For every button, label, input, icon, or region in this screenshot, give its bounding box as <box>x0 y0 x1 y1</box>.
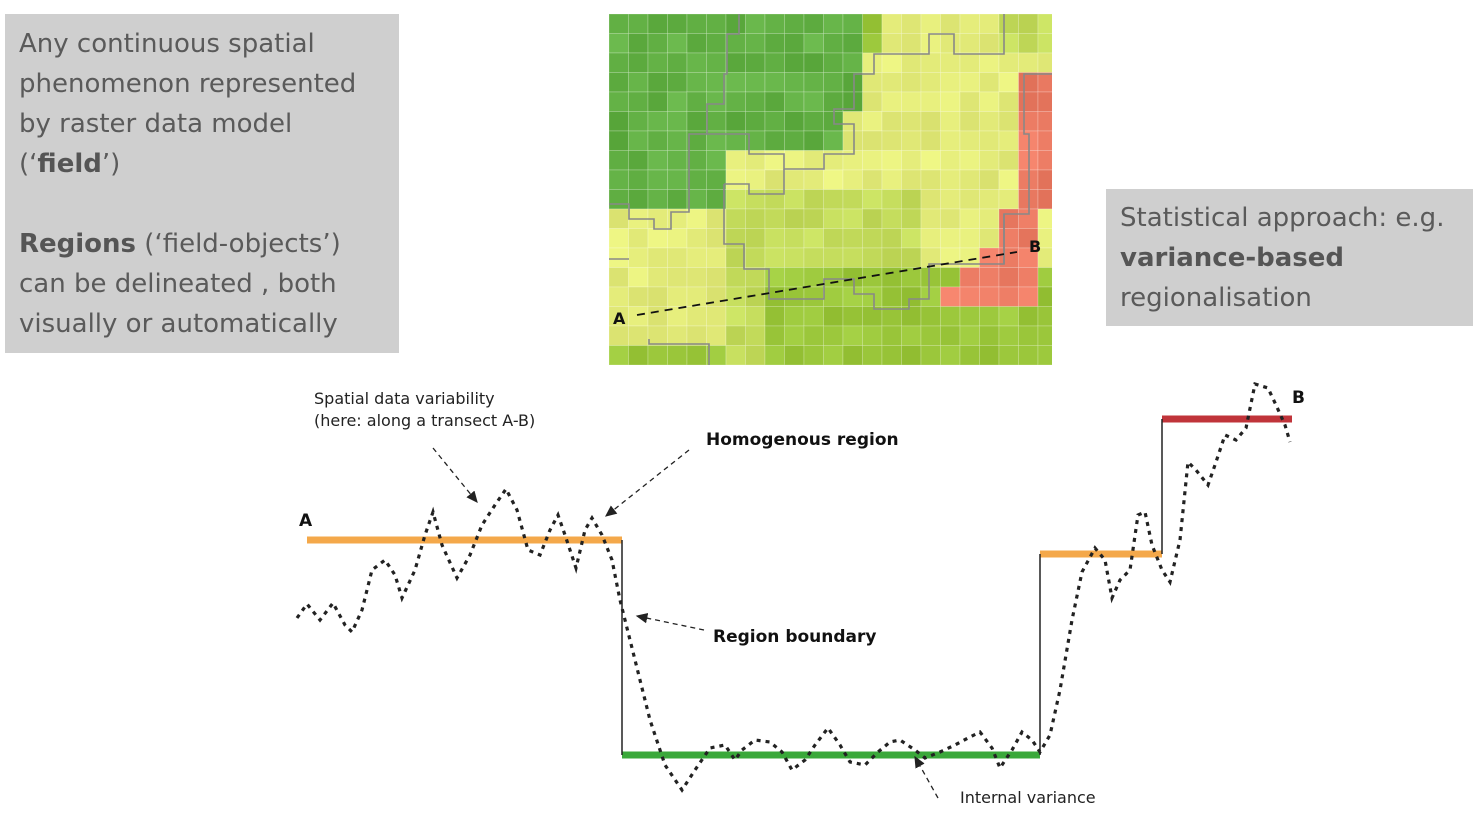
description-box-right: Statistical approach: e.g. variance-base… <box>1106 189 1473 326</box>
point-b-label: B <box>1029 237 1041 256</box>
variability-line-2: (here: along a transect A-B) <box>314 411 536 430</box>
text-fragment: ’) <box>101 149 121 179</box>
text-line: Any continuous spatial <box>19 29 315 59</box>
text-line: can be delineated , both <box>19 269 337 299</box>
text-fragment: (‘ <box>19 149 38 179</box>
homogenous-region-label: Homogenous region <box>706 430 899 450</box>
variability-line-1: Spatial data variability <box>314 389 495 408</box>
variance-term: variance-based <box>1120 243 1344 273</box>
internal-variance-arrow <box>914 755 939 799</box>
region-boundary-label: Region boundary <box>713 627 877 647</box>
text-line: variance-based <box>1120 238 1459 278</box>
text-line: (‘field’) <box>19 144 385 184</box>
endpoint-b-label: B <box>1292 388 1305 408</box>
variability-label: Spatial data variability (here: along a … <box>314 388 535 432</box>
point-a-label: A <box>613 309 626 328</box>
raster-map-svg: A B <box>609 14 1052 365</box>
text-line: by raster data model <box>19 109 293 139</box>
description-box-left: Any continuous spatial phenomenon repres… <box>5 14 399 353</box>
variability-curve <box>295 381 1292 793</box>
text-line: phenomenon represented <box>19 69 357 99</box>
variability-arrow <box>432 447 478 504</box>
homogenous-arrow <box>604 449 690 517</box>
raster-map: A B <box>609 14 1052 365</box>
text-line: visually or automatically <box>19 309 338 339</box>
boundary-arrow <box>635 613 705 631</box>
text-line: regionalisation <box>1120 283 1312 313</box>
regions-term: Regions <box>19 229 137 259</box>
field-term: field <box>37 149 102 179</box>
text-line: Regions (‘field-objects’) <box>19 224 385 264</box>
text-line: Statistical approach: e.g. <box>1120 203 1445 233</box>
endpoint-a-label: A <box>299 511 313 531</box>
internal-variance-label: Internal variance <box>960 788 1096 807</box>
text-fragment: (‘field-objects’) <box>136 229 341 259</box>
raster-cell <box>1037 345 1052 365</box>
